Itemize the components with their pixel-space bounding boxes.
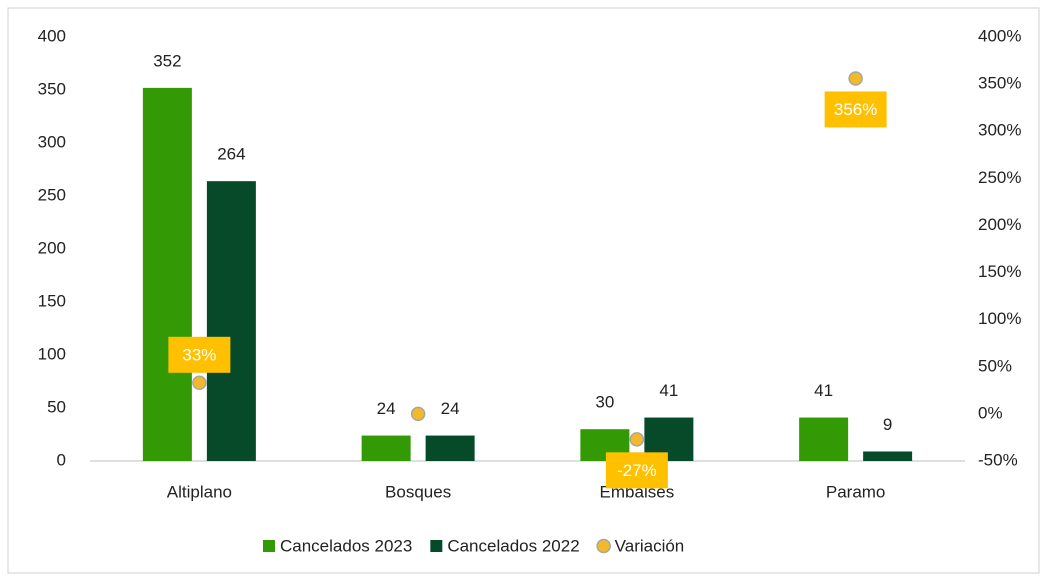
bar	[361, 435, 411, 461]
value-label: 33%	[182, 345, 216, 364]
point	[629, 432, 645, 447]
value-label-box	[605, 452, 668, 489]
bar	[863, 451, 913, 461]
y2-tick-label: 50%	[978, 356, 1012, 375]
value-label-box	[168, 336, 231, 373]
data-label: 264	[217, 145, 245, 164]
legend-label: Variación	[615, 536, 685, 555]
y-tick-label: 200	[38, 238, 66, 257]
bar	[799, 417, 849, 461]
y2-tick-label: 150%	[978, 262, 1021, 281]
y2-tick-label: 250%	[978, 168, 1021, 187]
y2-tick-label: 300%	[978, 121, 1021, 140]
point	[848, 71, 863, 86]
y-tick-label: 150	[38, 291, 66, 310]
legend-label: Cancelados 2022	[447, 536, 579, 555]
legend-marker	[430, 540, 443, 552]
y2-tick-label: 100%	[978, 309, 1021, 328]
data-label: 30	[595, 393, 614, 412]
x-tick-label: Altiplano	[167, 482, 232, 501]
value-label: 356%	[834, 100, 877, 119]
bar	[425, 435, 475, 461]
data-label: 41	[814, 381, 833, 400]
data-label: 24	[441, 399, 460, 418]
y-tick-label: 350	[38, 79, 66, 98]
data-label: 9	[883, 415, 892, 434]
y2-tick-label: -50%	[978, 450, 1018, 469]
y2-tick-label: 400%	[978, 26, 1021, 45]
y-tick-label: 100	[38, 344, 66, 363]
y-tick-label: 250	[38, 185, 66, 204]
bar	[142, 87, 192, 461]
data-label: 352	[153, 51, 181, 70]
data-label: 41	[659, 381, 678, 400]
y-tick-label: 0	[57, 450, 66, 469]
x-tick-label: Bosques	[385, 482, 451, 501]
y2-tick-label: 0%	[978, 403, 1003, 422]
value-label-box	[824, 91, 887, 128]
legend-marker	[263, 540, 275, 552]
point	[410, 406, 426, 422]
value-label: -27%	[617, 461, 657, 480]
x-tick-label: Paramo	[826, 482, 886, 501]
legend-marker	[596, 538, 611, 554]
y-tick-label: 300	[38, 132, 66, 151]
point	[192, 375, 207, 391]
bar	[206, 181, 256, 461]
y-tick-label: 400	[38, 26, 66, 45]
y-tick-label: 50	[47, 397, 66, 416]
data-label: 24	[377, 399, 396, 418]
legend-label: Cancelados 2023	[280, 536, 412, 555]
y2-tick-label: 350%	[978, 74, 1021, 93]
y2-tick-label: 200%	[978, 215, 1021, 234]
